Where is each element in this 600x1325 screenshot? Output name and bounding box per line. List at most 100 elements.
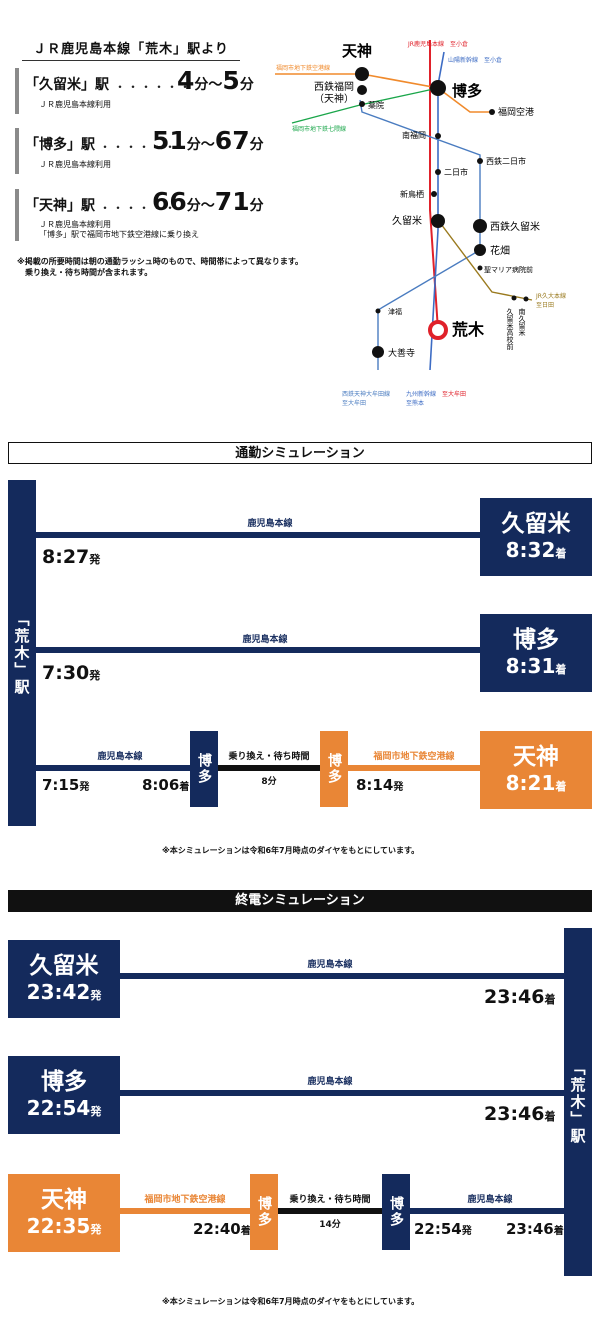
- map-line-label: 至熊本: [406, 399, 424, 407]
- last-route-line: [410, 1208, 564, 1214]
- last-transfer-line: [278, 1208, 382, 1214]
- commute-line-label: 鹿児島本線: [242, 635, 288, 645]
- last-transfer-time: 14分: [319, 1220, 341, 1230]
- station-hanabatake-marker: [474, 244, 486, 256]
- access-title: ＪＲ鹿児島本線「荒木」駅より: [22, 38, 240, 61]
- access-footnote: ※掲載の所要時間は朝の通勤ラッシュ時のもので、時間帯によって異なります。 乗り換…: [17, 257, 304, 277]
- commute-route-line: [36, 532, 480, 538]
- station-yakuin-marker: [359, 101, 365, 107]
- map-line-label: 西鉄天神大牟田線: [342, 390, 390, 398]
- last-arrive-time: 23:46着: [484, 986, 556, 1008]
- access-station: 「久留米」駅: [25, 77, 109, 93]
- access-station: 「天神」駅: [25, 198, 95, 214]
- map-label: 聖マリア病院前: [484, 265, 533, 274]
- map-label: 西鉄久留米: [490, 220, 540, 233]
- subway-nanakuma-line: [291, 87, 439, 124]
- last-origin-bar: 「荒木」駅: [564, 928, 592, 1276]
- commute-heading: 通勤シミュレーション: [8, 442, 592, 464]
- kyushu-shinkansen-line: [429, 51, 445, 371]
- access-note: ＪＲ鹿児島本線利用: [39, 220, 111, 229]
- access-time: 66分〜71分: [152, 187, 264, 216]
- access-time: 51分〜67分: [152, 126, 264, 155]
- commute-depart-time: 7:30発: [42, 662, 101, 684]
- station-futsukaichi-marker: [435, 169, 441, 175]
- station-minami-kurume-marker: [523, 296, 529, 302]
- access-note: ＪＲ鹿児島本線利用: [39, 100, 111, 109]
- map-label: 久留米高校前: [506, 307, 514, 351]
- commute-line-label: 福岡市地下鉄空港線: [373, 752, 455, 762]
- commute-origin-label: 「荒木」駅: [12, 610, 31, 696]
- last-from-tenjin: 天神 22:35発: [8, 1174, 120, 1252]
- kyudai-line: [437, 219, 533, 301]
- access-time: 4分〜5分: [177, 66, 254, 95]
- commute-transfer-label: 乗り換え・待ち時間: [228, 752, 310, 762]
- last-from-hakata: 博多 22:54発: [8, 1056, 120, 1134]
- map-label: 南久留米: [518, 307, 526, 337]
- station-tsubuku-marker: [375, 308, 381, 314]
- last-route-line: [120, 973, 564, 979]
- last-train-heading: 終電シミュレーション: [8, 890, 592, 912]
- station-daizenji-marker: [372, 346, 384, 358]
- commute-transfer-hakata-2: 博多: [320, 731, 348, 807]
- map-label: 西鉄二日市: [486, 156, 526, 166]
- station-kurume-koko-marker: [511, 295, 517, 301]
- access-dots: ・・・・・・: [99, 140, 178, 154]
- map-line-label: 山陽新幹線 至小倉: [448, 56, 502, 64]
- station-hakata-marker: [430, 80, 446, 96]
- map-label: 南福岡: [402, 130, 426, 140]
- map-label: 天神: [342, 42, 372, 60]
- station-araki-marker: [428, 320, 448, 340]
- map-label: 博多: [452, 82, 482, 100]
- map-label: 西鉄福岡: [314, 80, 354, 93]
- last-from-kurume: 久留米 23:42発: [8, 940, 120, 1018]
- last-transfer-hakata-1: 博多: [250, 1174, 278, 1250]
- last-line-label: 福岡市地下鉄空港線: [144, 1195, 226, 1205]
- access-row-hakata: 「博多」駅 ・・・・・・ 51分〜67分 ＪＲ鹿児島本線利用: [15, 126, 264, 174]
- last-origin-label: 「荒木」駅: [568, 1059, 587, 1145]
- access-note: 「博多」駅で福岡市地下鉄空港線に乗り換え: [39, 230, 199, 239]
- station-minamifukuoka-marker: [435, 133, 441, 139]
- last-arrive-time: 23:46着: [484, 1103, 556, 1125]
- map-label: 二日市: [444, 167, 468, 177]
- last-line-label: 鹿児島本線: [307, 1077, 353, 1087]
- access-dots: ・・・・・・: [114, 80, 193, 94]
- last-transfer-label: 乗り換え・待ち時間: [289, 1195, 371, 1205]
- station-nishitetsu-kurume-marker: [473, 219, 487, 233]
- commute-transfer-hakata-1: 博多: [190, 731, 218, 807]
- map-label: 花畑: [490, 244, 510, 257]
- map-label: 薬院: [368, 100, 384, 110]
- station-tenjin-marker: [355, 67, 369, 81]
- map-line-label: JR久大本線: [535, 292, 566, 300]
- access-note: ＪＲ鹿児島本線利用: [39, 160, 111, 169]
- last-note: ※本シミュレーションは令和6年7月時点のダイヤをもとにしています。: [162, 1297, 420, 1306]
- map-line-label: 九州新幹線: [406, 390, 436, 398]
- access-dots: ・・・・・・: [99, 201, 178, 215]
- commute-dest-tenjin: 天神 8:21着: [480, 731, 592, 809]
- map-label: 荒木: [451, 320, 485, 339]
- map-label: 大善寺: [388, 347, 415, 359]
- access-row-tenjin: 「天神」駅 ・・・・・・ 66分〜71分 ＪＲ鹿児島本線利用 「博多」駅で福岡市…: [15, 187, 264, 241]
- commute-route-line: [36, 647, 480, 653]
- station-nishitetsu-futsukaichi-marker: [477, 158, 483, 164]
- map-line-label: 至大牟田: [342, 399, 366, 407]
- station-airport-marker: [489, 109, 495, 115]
- last-line-label: 鹿児島本線: [467, 1195, 513, 1205]
- last-transfer-hakata-2: 博多: [382, 1174, 410, 1250]
- last-arrive-time: 23:46着: [506, 1220, 564, 1238]
- map-label: 福岡空港: [498, 106, 534, 118]
- access-row-kurume: 「久留米」駅 ・・・・・・ 4分〜5分 ＪＲ鹿児島本線利用: [15, 66, 254, 114]
- station-kurume-marker: [431, 214, 445, 228]
- commute-transfer-time: 8分: [261, 777, 277, 787]
- map-label: 久留米: [392, 214, 422, 227]
- station-shintosu-marker: [431, 191, 437, 197]
- route-map: 天神 博多 西鉄福岡 （天神） 薬院 福岡空港 南福岡 二日市 西鉄二日市 新鳥…: [275, 40, 566, 407]
- map-line-label: 福岡市地下鉄空港線: [276, 64, 330, 72]
- commute-depart-time: 7:15発: [42, 776, 90, 794]
- station-seimaria-marker: [477, 265, 483, 271]
- commute-transfer-depart: 8:14発: [356, 776, 404, 794]
- commute-route-line: [348, 765, 480, 771]
- commute-line-label: 鹿児島本線: [247, 519, 293, 529]
- map-line-label: 至日田: [536, 302, 554, 309]
- access-station: 「博多」駅: [25, 137, 95, 153]
- map-line-label: JR鹿児島本線 至小倉: [407, 40, 468, 48]
